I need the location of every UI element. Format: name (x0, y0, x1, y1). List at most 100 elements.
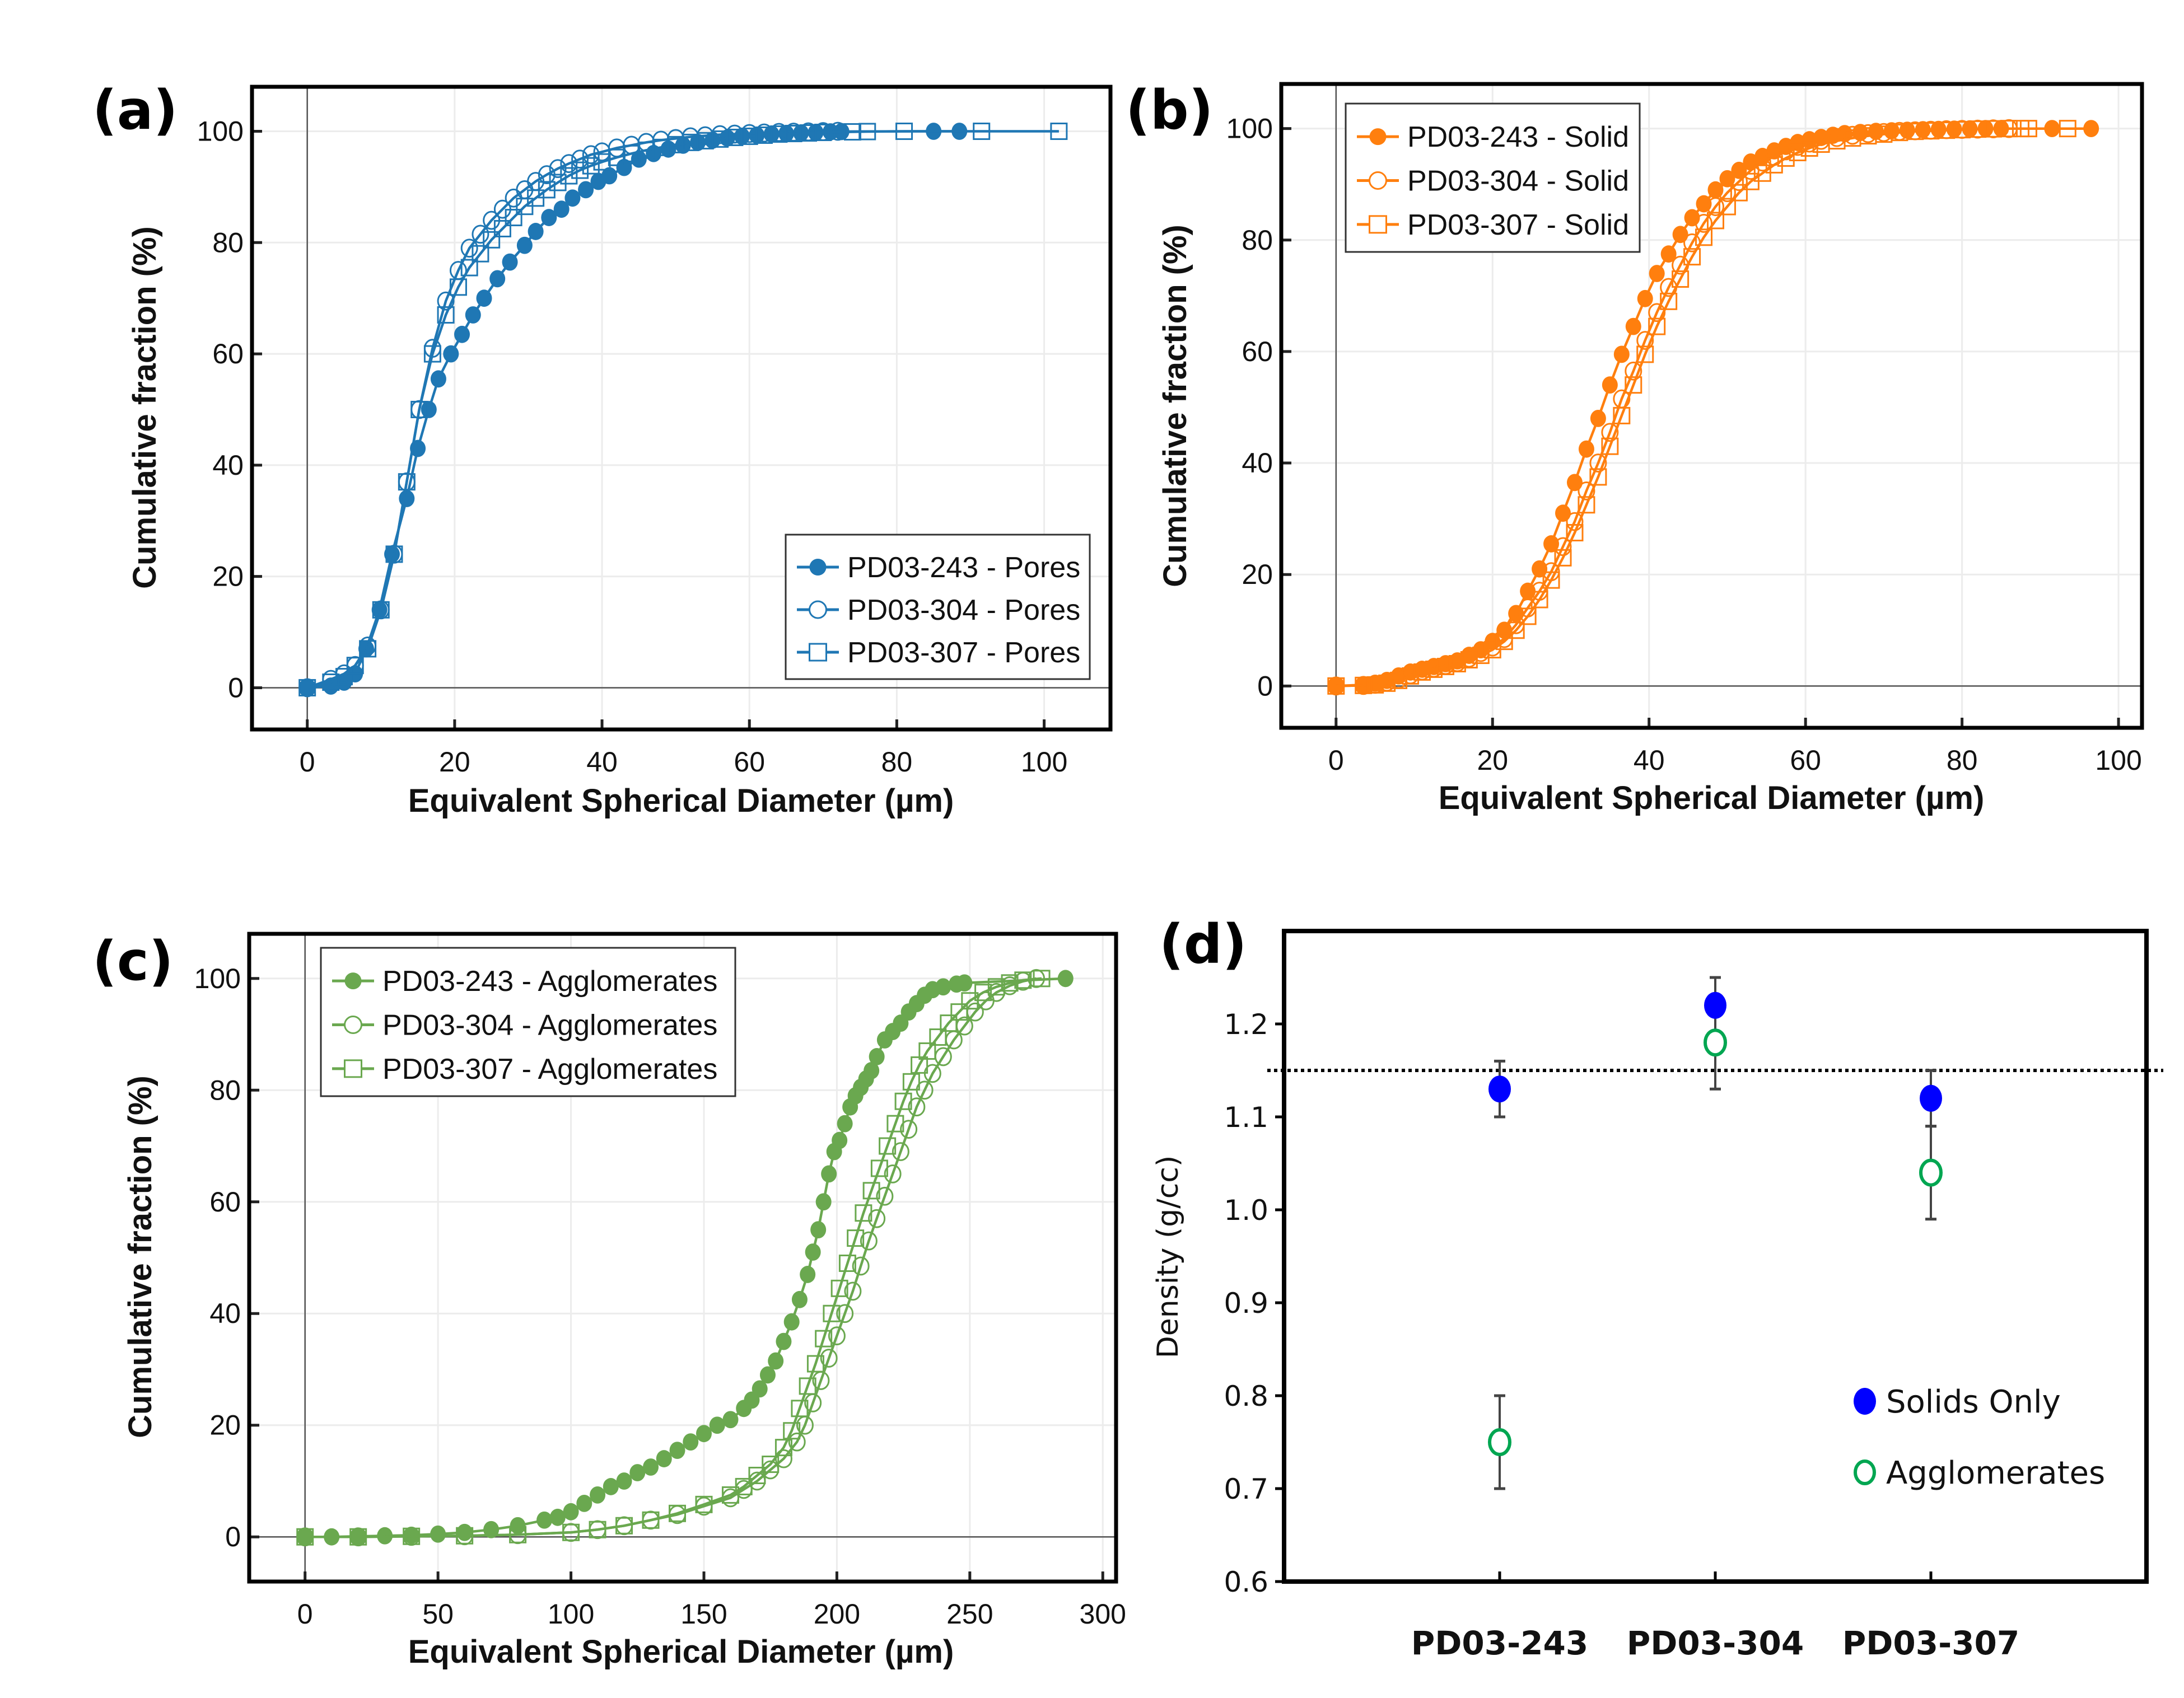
data-point (759, 1366, 776, 1384)
data-point (1378, 674, 1396, 692)
data-point (437, 291, 455, 311)
data-point (1366, 676, 1384, 694)
data-point (836, 1304, 854, 1323)
data-point (682, 133, 699, 151)
data-point (616, 158, 632, 176)
data-point (1554, 549, 1572, 567)
panel-c-ylabel: Cumulative fraction (%) (122, 1075, 158, 1438)
data-point (582, 157, 600, 175)
plot-frame (250, 85, 1113, 732)
data-point (843, 123, 861, 141)
data-point (1683, 248, 1701, 266)
data-point (752, 1380, 768, 1398)
y-tick-label: 1.0 (1224, 1194, 1268, 1227)
data-point (1355, 676, 1373, 694)
x-tick-label: 0 (300, 746, 315, 778)
data-point (398, 473, 416, 491)
data-point (298, 679, 316, 696)
data-point (1660, 245, 1677, 263)
data-point (489, 270, 506, 288)
data-point (637, 141, 655, 159)
data-point (870, 1159, 888, 1177)
y-tick-label: 1.2 (1224, 1008, 1268, 1041)
panel-d-ylabel: Density (g/cc) (1151, 1156, 1185, 1359)
data-point (823, 1304, 841, 1322)
data-point (740, 127, 758, 145)
data-point (1001, 974, 1019, 992)
data-point (864, 1061, 880, 1079)
data-point (799, 1377, 816, 1395)
data-point (858, 123, 876, 141)
data-point (1696, 195, 1712, 213)
data-point (879, 1137, 897, 1155)
y-tick-label: 40 (212, 450, 244, 481)
data-point (371, 601, 388, 619)
data-point (783, 1422, 801, 1440)
y-tick-label: 100 (1226, 113, 1273, 144)
data-point (735, 1477, 753, 1495)
legend-label: PD03-243 - Agglomerates (382, 965, 717, 998)
data-point-agglomerates (1704, 1028, 1727, 1057)
data-point (800, 1266, 816, 1283)
data-point (335, 668, 353, 686)
data-point (902, 1073, 920, 1091)
data-point (1601, 437, 1619, 455)
data-point (430, 370, 446, 388)
data-point (472, 245, 489, 263)
data-point (1613, 406, 1631, 424)
legend-label: Agglomerates (1886, 1455, 2105, 1491)
legend-marker (809, 559, 827, 576)
data-point (788, 1432, 806, 1452)
data-point (806, 1355, 824, 1373)
x-tick-label: 50 (422, 1598, 454, 1630)
data-point (593, 153, 611, 171)
plot-frame (1282, 929, 2149, 1584)
data-point (1718, 198, 1736, 216)
data-point-solids (1920, 1084, 1942, 1112)
y-tick-label: 60 (212, 338, 244, 369)
data-point (399, 490, 415, 507)
panel-b-ylabel: Cumulative fraction (%) (1157, 224, 1193, 587)
y-tick-label: 60 (209, 1186, 241, 1218)
data-point (615, 1517, 633, 1535)
data-point (1578, 496, 1595, 514)
y-tick-label: 0.8 (1224, 1380, 1268, 1412)
y-tick-label: 60 (1242, 336, 1273, 367)
data-point (642, 1511, 660, 1529)
panel-a-label: (a) (92, 79, 178, 142)
data-point (814, 124, 832, 142)
data-point (844, 1281, 862, 1301)
data-point (768, 1352, 784, 1370)
series-line-2 (305, 977, 1042, 1538)
legend: PD03-243 - Pores PD03-304 - Pores PD03-307… (785, 534, 1091, 680)
data-point (505, 209, 522, 227)
panel-a-ylabel: Cumulative fraction (%) (127, 226, 163, 589)
data-point (553, 200, 570, 218)
data-point (516, 236, 533, 254)
panel-c: (c) 0 50 100 150 200 250 300 0 20 40 60 80 100 PD03-2… (92, 930, 1126, 1670)
data-point (2083, 120, 2099, 138)
data-point (884, 1164, 902, 1184)
data-point (1507, 621, 1525, 639)
legend-marker (344, 1059, 362, 1078)
data-point (1413, 663, 1431, 681)
data-point (1660, 292, 1678, 310)
data-point (868, 1209, 886, 1228)
data-point (830, 1279, 848, 1297)
data-point (1613, 345, 1630, 363)
data-point (711, 130, 729, 148)
x-tick-label: 80 (881, 746, 913, 778)
data-point-solids (1488, 1075, 1511, 1103)
data-point (722, 1411, 739, 1429)
data-point (562, 1523, 580, 1541)
data-point (1730, 172, 1748, 191)
x-tick-label: 0 (1328, 745, 1344, 776)
data-point (1589, 468, 1607, 486)
data-point (776, 1332, 792, 1350)
data-point (860, 1231, 878, 1251)
data-point (1625, 376, 1642, 394)
data-point (460, 238, 478, 258)
data-point (696, 1425, 712, 1443)
data-point (493, 219, 511, 237)
